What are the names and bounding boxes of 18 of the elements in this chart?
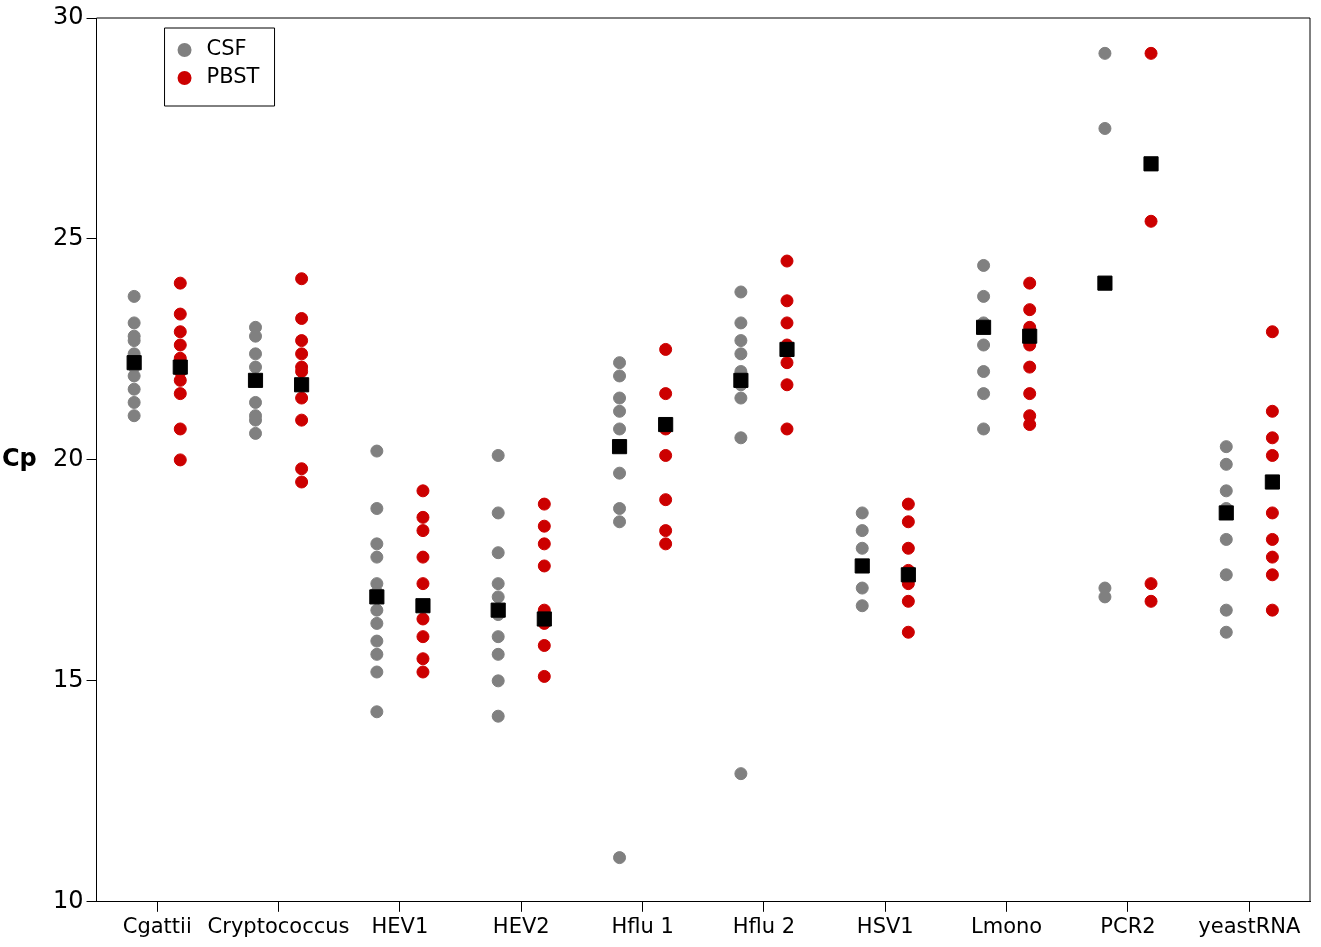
x-tick-label: Cryptococcus xyxy=(207,913,350,938)
x-tick-label: yeastRNA xyxy=(1198,913,1301,938)
legend-label: CSF xyxy=(206,36,247,61)
x-tick-label: Hflu 1 xyxy=(611,913,674,938)
legend-label: PBST xyxy=(206,64,260,89)
y-axis-title: Cp xyxy=(2,444,37,473)
y-tick-label: 25 xyxy=(52,223,84,252)
x-tick-label: HSV1 xyxy=(856,913,914,938)
y-tick-label: 15 xyxy=(52,665,84,694)
x-tick-label: Lmono xyxy=(971,913,1043,938)
x-tick-label: HEV2 xyxy=(492,913,550,938)
y-tick-label: 30 xyxy=(52,2,84,31)
x-tick-label: HEV1 xyxy=(371,913,429,938)
y-tick-label: 20 xyxy=(52,444,84,473)
x-tick-label: PCR2 xyxy=(1100,913,1156,938)
y-tick-label: 10 xyxy=(52,886,84,915)
x-tick-label: Hflu 2 xyxy=(732,913,796,938)
x-tick-label: Cgattii xyxy=(122,913,192,938)
